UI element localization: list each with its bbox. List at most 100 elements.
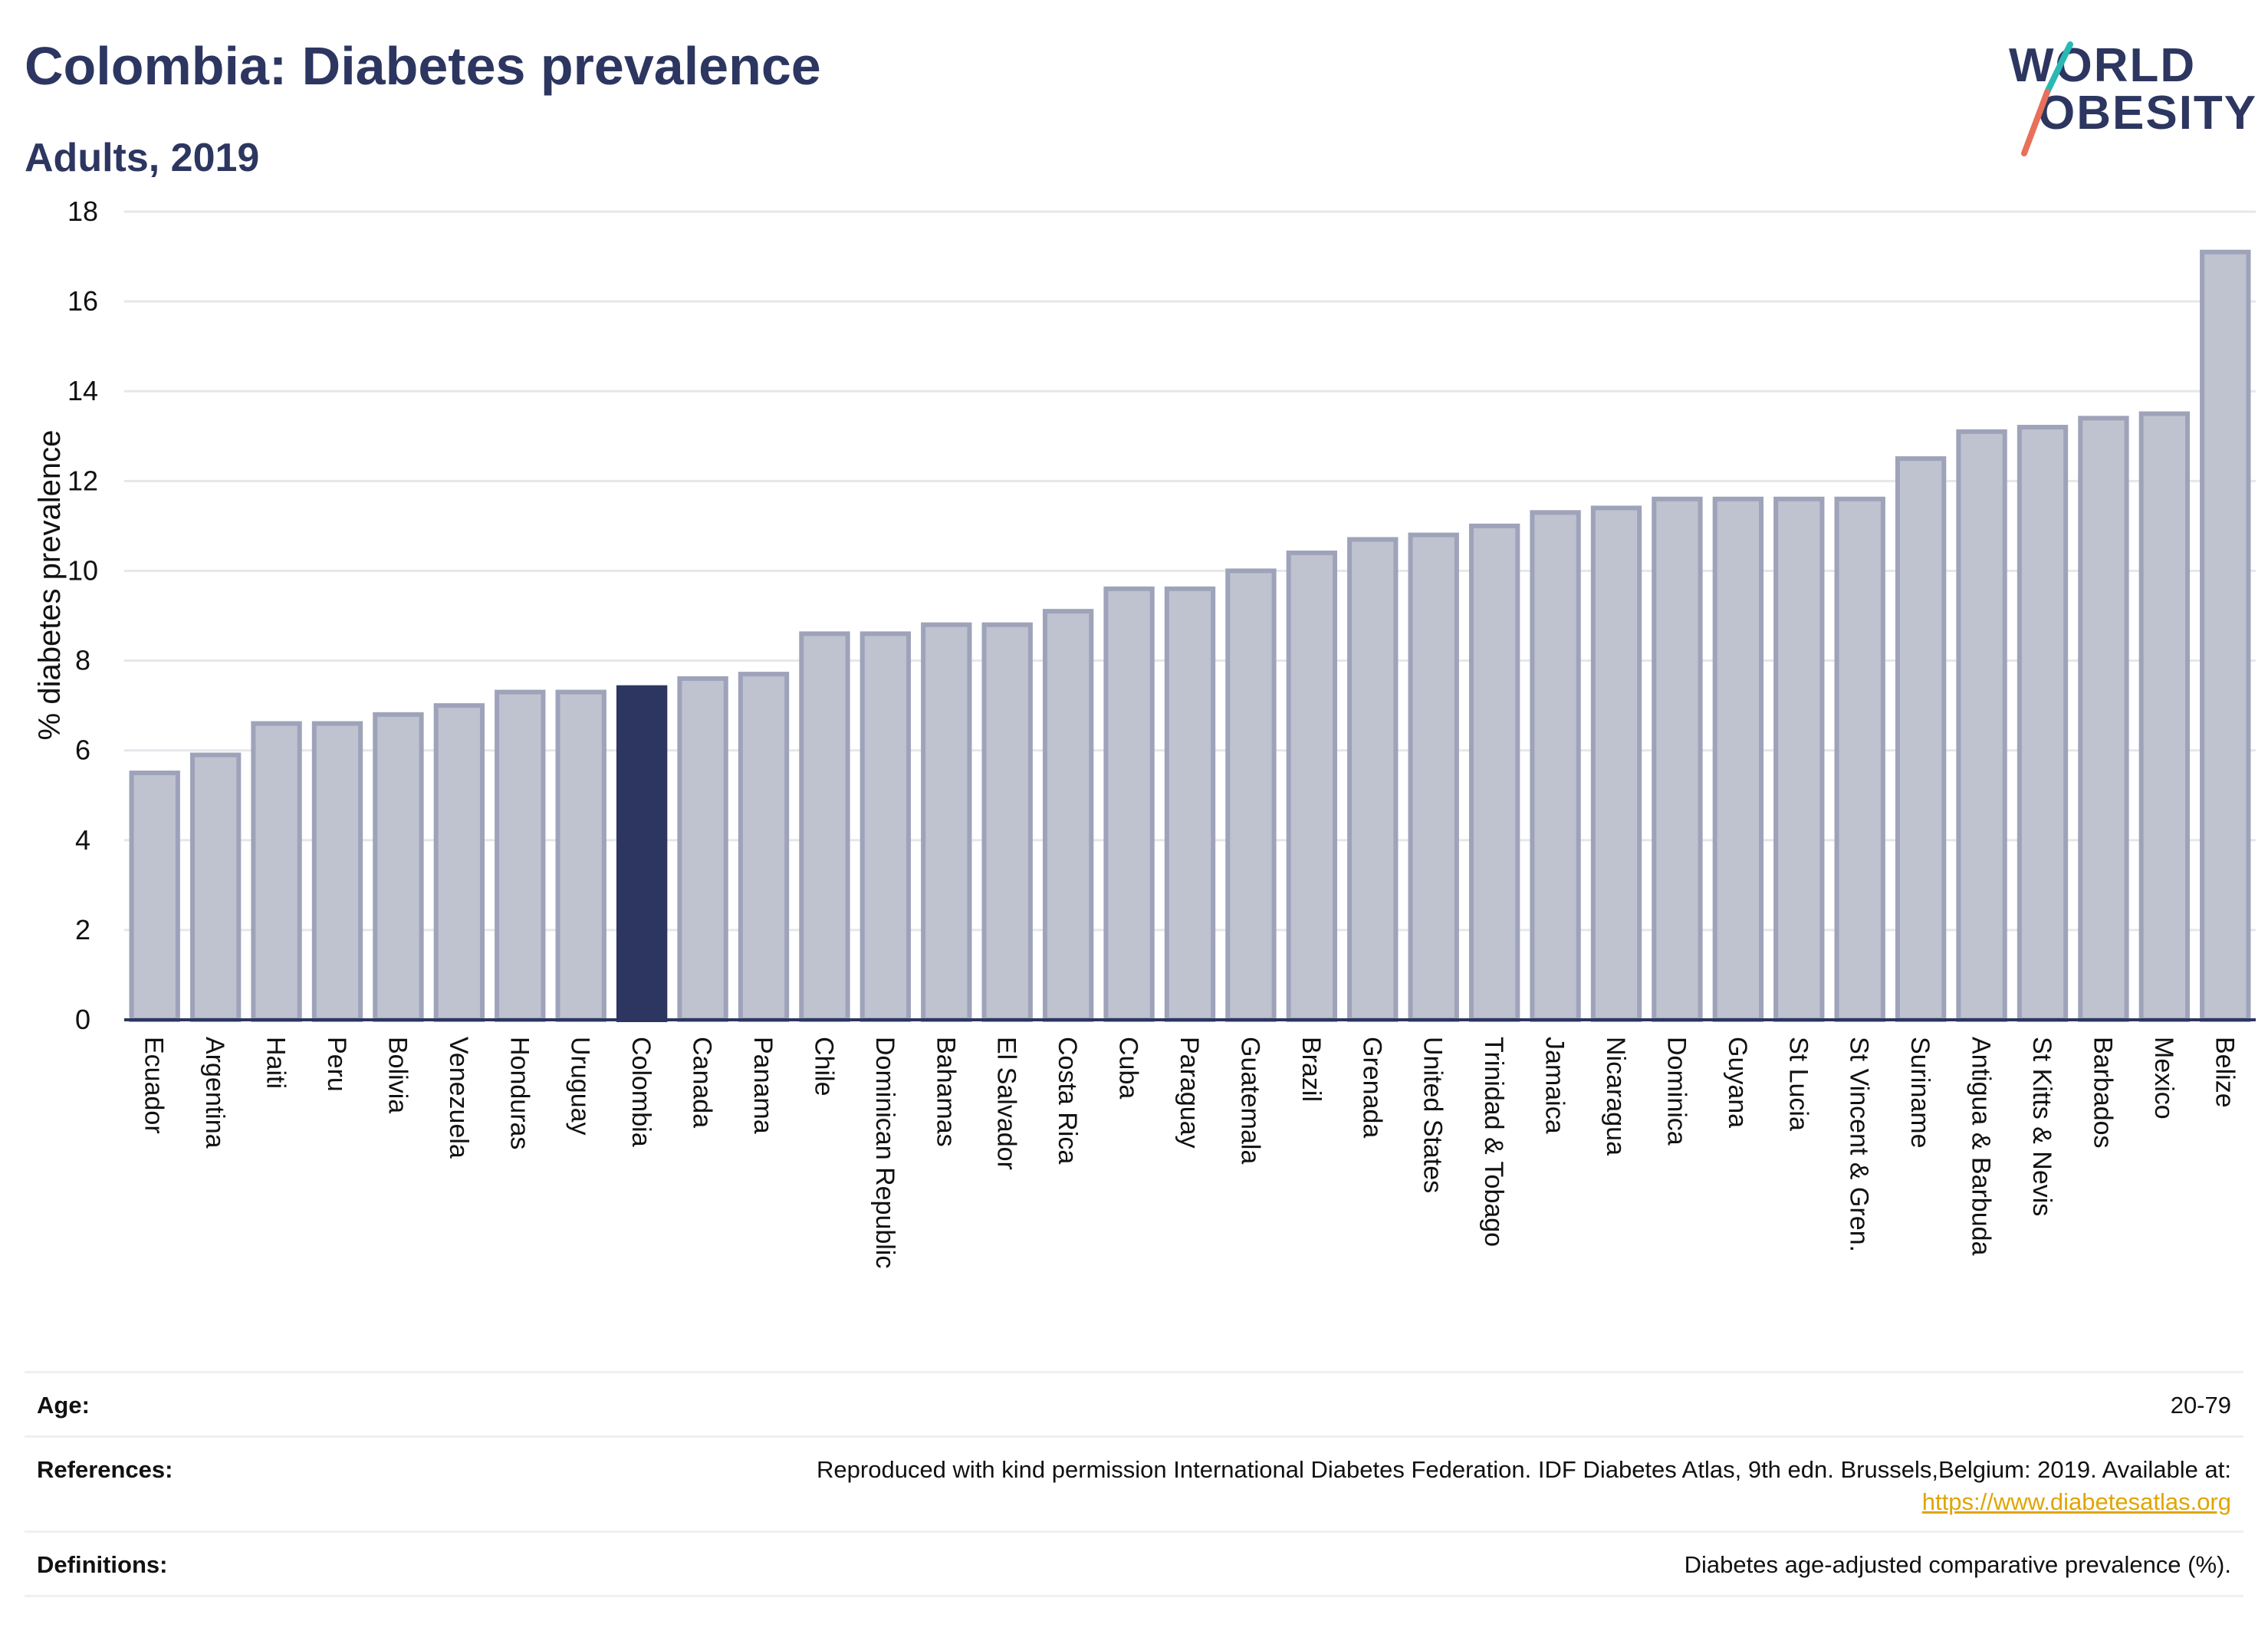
y-tick-label: 12 (67, 465, 98, 496)
x-tick-label: Dominican Republic (870, 1037, 899, 1268)
x-tick-label: St Lucia (1783, 1037, 1813, 1131)
bar-paraguay (1164, 586, 1216, 1022)
bar-dominican-republic (860, 631, 912, 1023)
x-tick-label: Suriname (1905, 1037, 1934, 1149)
y-tick-label: 0 (75, 1004, 90, 1035)
footer-table: Age: 20-79 References: Reproduced with k… (25, 1371, 2243, 1601)
y-axis-label: % diabetes prevalence (33, 430, 67, 741)
bar-dominica (1652, 496, 1703, 1022)
y-tick-label: 8 (75, 645, 90, 676)
bar-costa-rica (1042, 609, 1094, 1022)
bar-honduras (495, 689, 546, 1022)
footer-row-age: Age: 20-79 (25, 1371, 2243, 1438)
bar-belize (2200, 249, 2251, 1022)
x-tick-label: El Salvador (992, 1037, 1021, 1170)
bar-antigua-barbuda (1956, 429, 2007, 1022)
bar-colombia (616, 685, 668, 1022)
world-obesity-logo: WORLD OBESITY (1994, 31, 2258, 169)
x-tick-label: Costa Rica (1053, 1037, 1082, 1164)
x-tick-label: Honduras (505, 1037, 534, 1149)
bar-bolivia (373, 712, 424, 1022)
x-tick-label: Trinidad & Tobago (1479, 1037, 1508, 1247)
x-tick-label: Canada (688, 1037, 717, 1128)
x-tick-label: St Kitts & Nevis (2027, 1037, 2056, 1216)
logo-line-1: WORLD (2009, 39, 2197, 92)
bar-brazil (1286, 551, 1338, 1022)
footer-row-references: References: Reproduced with kind permiss… (25, 1435, 2243, 1533)
bar-uruguay (555, 689, 606, 1022)
x-tick-label: Barbados (2088, 1037, 2117, 1149)
bar-argentina (189, 752, 242, 1022)
x-tick-label: Venezuela (444, 1037, 473, 1159)
bar-chile (799, 631, 850, 1023)
bar-chart: 0 2 4 6 8 10 12 14 16 18 % diabetes prevalence Ecua… (33, 196, 2256, 1268)
x-tick-label: Argentina (200, 1037, 229, 1149)
bar-united-states (1408, 532, 1459, 1023)
bar-barbados (2078, 416, 2129, 1023)
age-label: Age: (37, 1392, 90, 1419)
x-tick-label: Ecuador (140, 1037, 169, 1134)
page-title: Colombia: Diabetes prevalence (25, 36, 821, 96)
x-tick-label: Uruguay (566, 1037, 595, 1136)
bar-el-salvador (981, 622, 1033, 1022)
x-tick-label: Peru (322, 1037, 351, 1092)
x-tick-label: Guatemala (1235, 1037, 1264, 1164)
bar-guatemala (1225, 568, 1277, 1022)
x-tick-label: Grenada (1357, 1037, 1386, 1138)
x-tick-label: Cuba (1114, 1037, 1143, 1099)
y-tick-label: 16 (67, 285, 98, 317)
bar-bahamas (921, 622, 972, 1022)
bar-canada (677, 676, 728, 1022)
x-tick-label: Bolivia (383, 1037, 412, 1113)
bar-mexico (2138, 411, 2191, 1022)
bar-cuba (1103, 586, 1155, 1022)
footer-bottom-rule (25, 1595, 2243, 1597)
references-label: References: (37, 1456, 173, 1483)
bar-grenada (1347, 537, 1399, 1022)
y-tick-label: 2 (75, 914, 90, 945)
x-tick-label: Antigua & Barbuda (1967, 1037, 1996, 1256)
x-tick-label: Paraguay (1175, 1037, 1204, 1149)
x-tick-label: Chile (809, 1037, 838, 1096)
x-tick-label: United States (1418, 1037, 1448, 1193)
x-tick-label: Mexico (2149, 1037, 2178, 1119)
x-tick-label: Guyana (1723, 1037, 1752, 1128)
definitions-label: Definitions: (37, 1551, 168, 1578)
y-tick-label: 14 (67, 375, 98, 406)
references-text: Reproduced with kind permission Internat… (817, 1456, 2231, 1483)
definitions-text: Diabetes age-adjusted comparative preval… (1684, 1551, 2231, 1578)
bar-st-kitts-nevis (2017, 425, 2069, 1023)
x-tick-label: Bahamas (931, 1037, 960, 1147)
x-tick-label: Dominica (1662, 1037, 1691, 1146)
bar-guyana (1712, 496, 1764, 1022)
bar-st-vincent-gren- (1834, 496, 1885, 1022)
x-tick-label: Brazil (1297, 1037, 1326, 1102)
bar-venezuela (433, 703, 485, 1022)
bar-trinidad-tobago (1468, 523, 1520, 1022)
y-tick-label: 10 (67, 554, 98, 586)
x-tick-label: Belize (2210, 1037, 2239, 1108)
logo-line-2: OBESITY (2038, 87, 2258, 140)
y-tick-label: 6 (75, 735, 90, 766)
x-tick-label: St Vincent & Gren. (1845, 1037, 1874, 1252)
bar-st-lucia (1773, 496, 1825, 1022)
y-tick-label: 4 (75, 824, 90, 856)
bar-panama (738, 672, 790, 1022)
logo-slash-icon (2021, 41, 2073, 156)
age-value: 20-79 (2170, 1392, 2231, 1419)
references-link[interactable]: https://www.diabetesatlas.org (1921, 1488, 2231, 1515)
bar-jamaica (1530, 510, 1581, 1023)
bar-haiti (251, 721, 302, 1022)
x-tick-label: Colombia (626, 1037, 656, 1147)
y-tick-label: 18 (67, 196, 98, 227)
bar-suriname (1895, 456, 1947, 1022)
bar-ecuador (129, 770, 180, 1022)
x-tick-label: Haiti (261, 1037, 291, 1089)
x-tick-label: Jamaica (1540, 1037, 1570, 1134)
footer-row-definitions: Definitions: Diabetes age-adjusted compa… (25, 1530, 2243, 1597)
bar-nicaragua (1590, 505, 1642, 1022)
page-subtitle: Adults, 2019 (25, 136, 260, 180)
bar-peru (311, 721, 363, 1022)
x-tick-label: Panama (748, 1037, 777, 1134)
x-tick-label: Nicaragua (1601, 1037, 1630, 1156)
